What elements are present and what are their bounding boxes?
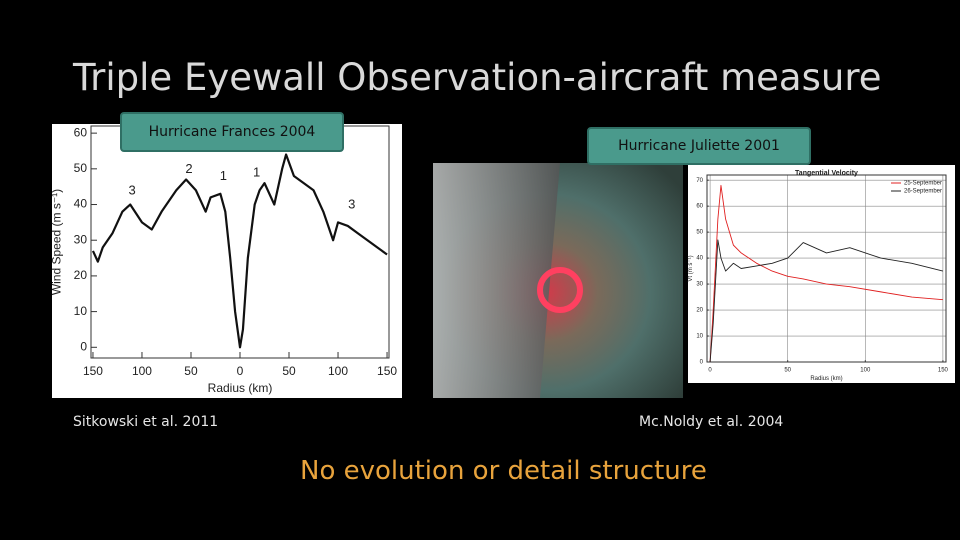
data-line xyxy=(709,239,944,363)
conclusion: No evolution or detail structure xyxy=(300,456,707,486)
y-tick-label: 40 xyxy=(74,197,88,211)
left-callout: Hurricane Frances 2004 xyxy=(120,112,344,152)
y-axis-label: Wind Speed (m s⁻¹) xyxy=(50,189,64,295)
x-tick-label: 100 xyxy=(860,368,871,374)
y-tick-label: 40 xyxy=(696,256,703,262)
plot-frame xyxy=(706,174,947,363)
y-tick-label: 10 xyxy=(696,334,703,340)
peak-annotation: 3 xyxy=(348,197,355,212)
x-tick-label: 50 xyxy=(282,364,296,378)
x-tick-label: 150 xyxy=(83,364,103,378)
x-tick-label: 100 xyxy=(328,364,348,378)
left-figure-bg xyxy=(52,124,402,398)
x-tick-label: 0 xyxy=(237,364,244,378)
legend-label: 25-September xyxy=(904,181,942,187)
right-figure-bg xyxy=(688,165,955,383)
x-axis-label: Radius (km) xyxy=(810,376,842,382)
data-line xyxy=(709,184,943,363)
left-citation: Sitkowski et al. 2011 xyxy=(73,414,219,430)
satellite-visible xyxy=(433,163,560,398)
y-tick-label: 60 xyxy=(74,125,88,139)
x-tick-label: 50 xyxy=(184,364,198,378)
eye-ring xyxy=(537,267,583,313)
legend-label: 26-September xyxy=(904,189,942,195)
slide-title: Triple Eyewall Observation-aircraft meas… xyxy=(73,56,882,99)
peak-annotation: 3 xyxy=(129,182,136,197)
x-tick-label: 150 xyxy=(377,364,397,378)
y-axis-label: Vt (m s⁻¹) xyxy=(688,255,694,281)
y-tick-label: 50 xyxy=(696,230,703,236)
chart-title: Tangential Velocity xyxy=(795,170,858,177)
peak-annotation: 1 xyxy=(220,168,227,183)
y-tick-label: 10 xyxy=(74,304,88,318)
x-axis-label: Radius (km) xyxy=(208,381,273,395)
y-tick-label: 0 xyxy=(80,339,87,353)
right-citation: Mc.Noldy et al. 2004 xyxy=(639,414,784,430)
peak-annotation: 2 xyxy=(185,161,192,176)
peak-annotation: 1 xyxy=(253,165,260,180)
y-tick-label: 0 xyxy=(700,360,704,366)
right-chart: 0 10 20 30 40 50 60 70 0 50 100 150 Radius (km) Vt (m… xyxy=(688,170,949,382)
y-tick-label: 30 xyxy=(74,232,88,246)
y-tick-label: 20 xyxy=(696,308,703,314)
x-tick-label: 0 xyxy=(708,368,712,374)
right-callout: Hurricane Juliette 2001 xyxy=(587,127,811,165)
x-tick-label: 150 xyxy=(938,368,949,374)
x-tick-label: 50 xyxy=(784,368,791,374)
y-tick-label: 30 xyxy=(696,282,703,288)
y-tick-label: 50 xyxy=(74,161,88,175)
x-tick-label: 100 xyxy=(132,364,152,378)
y-tick-label: 20 xyxy=(74,268,88,282)
y-tick-label: 70 xyxy=(696,178,703,184)
data-line xyxy=(91,153,388,349)
y-tick-label: 60 xyxy=(696,204,703,210)
